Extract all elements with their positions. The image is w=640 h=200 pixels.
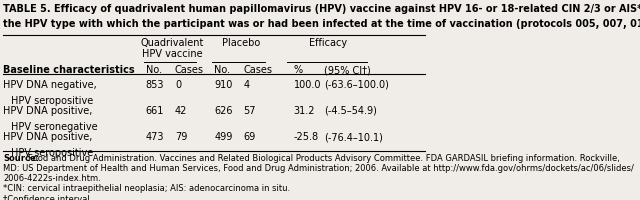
Text: 499: 499 bbox=[214, 132, 233, 142]
Text: HPV DNA positive,: HPV DNA positive, bbox=[3, 105, 93, 115]
Text: Source:: Source: bbox=[3, 153, 40, 162]
Text: 853: 853 bbox=[146, 79, 164, 89]
Text: HPV DNA negative,: HPV DNA negative, bbox=[3, 79, 97, 89]
Text: 31.2: 31.2 bbox=[294, 105, 316, 115]
Text: (-4.5–54.9): (-4.5–54.9) bbox=[324, 105, 377, 115]
Text: (-76.4–10.1): (-76.4–10.1) bbox=[324, 132, 383, 142]
Text: 4: 4 bbox=[244, 79, 250, 89]
Text: 0: 0 bbox=[175, 79, 181, 89]
Text: Placebo: Placebo bbox=[221, 37, 260, 47]
Text: 626: 626 bbox=[214, 105, 233, 115]
Text: (-63.6–100.0): (-63.6–100.0) bbox=[324, 79, 388, 89]
Text: *CIN: cervical intraepithelial neoplasia; AIS: adenocarcinoma in situ.: *CIN: cervical intraepithelial neoplasia… bbox=[3, 183, 291, 192]
Text: Quadrivalent
HPV vaccine: Quadrivalent HPV vaccine bbox=[141, 37, 204, 59]
Text: No.: No. bbox=[214, 65, 230, 75]
Text: Food and Drug Administration. Vaccines and Related Biological Products Advisory : Food and Drug Administration. Vaccines a… bbox=[28, 153, 620, 162]
Text: †Confidence interval.: †Confidence interval. bbox=[3, 193, 93, 200]
Text: 2006-4222s-index.htm.: 2006-4222s-index.htm. bbox=[3, 173, 101, 182]
Text: HPV seropositive: HPV seropositive bbox=[11, 95, 93, 105]
Text: (95% CI†): (95% CI†) bbox=[324, 65, 371, 75]
Text: %: % bbox=[294, 65, 303, 75]
Text: -25.8: -25.8 bbox=[294, 132, 319, 142]
Text: 42: 42 bbox=[175, 105, 188, 115]
Text: HPV seronegative: HPV seronegative bbox=[11, 121, 98, 131]
Text: 57: 57 bbox=[244, 105, 256, 115]
Text: HPV seropositive: HPV seropositive bbox=[11, 148, 93, 158]
Text: Efficacy: Efficacy bbox=[309, 37, 347, 47]
Text: 910: 910 bbox=[214, 79, 233, 89]
Text: 100.0: 100.0 bbox=[294, 79, 321, 89]
Text: 79: 79 bbox=[175, 132, 188, 142]
Text: HPV DNA positive,: HPV DNA positive, bbox=[3, 132, 93, 142]
Text: 69: 69 bbox=[244, 132, 256, 142]
Text: MD: US Department of Health and Human Services, Food and Drug Administration; 20: MD: US Department of Health and Human Se… bbox=[3, 163, 634, 172]
Text: No.: No. bbox=[146, 65, 162, 75]
Text: TABLE 5. Efficacy of quadrivalent human papillomavirus (HPV) vaccine against HPV: TABLE 5. Efficacy of quadrivalent human … bbox=[3, 4, 640, 14]
Text: the HPV type with which the participant was or had been infected at the time of : the HPV type with which the participant … bbox=[3, 19, 640, 29]
Text: 661: 661 bbox=[146, 105, 164, 115]
Text: Baseline characteristics: Baseline characteristics bbox=[3, 65, 135, 75]
Text: Cases: Cases bbox=[244, 65, 273, 75]
Text: Cases: Cases bbox=[175, 65, 204, 75]
Text: 473: 473 bbox=[146, 132, 164, 142]
